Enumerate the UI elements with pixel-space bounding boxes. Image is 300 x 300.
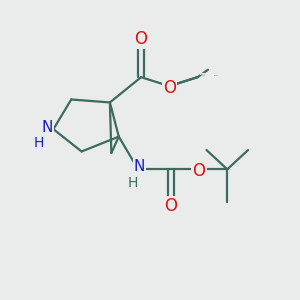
Text: O: O (164, 197, 177, 215)
Text: methyl: methyl (201, 74, 206, 76)
Text: H: H (34, 136, 44, 151)
Text: O: O (193, 162, 206, 180)
Text: methyl: methyl (214, 75, 219, 76)
Text: N: N (42, 120, 53, 135)
Text: O: O (163, 79, 176, 97)
Text: methyl: methyl (200, 74, 205, 75)
Text: H: H (128, 176, 138, 190)
Text: N: N (134, 159, 145, 174)
Text: O: O (135, 29, 148, 47)
